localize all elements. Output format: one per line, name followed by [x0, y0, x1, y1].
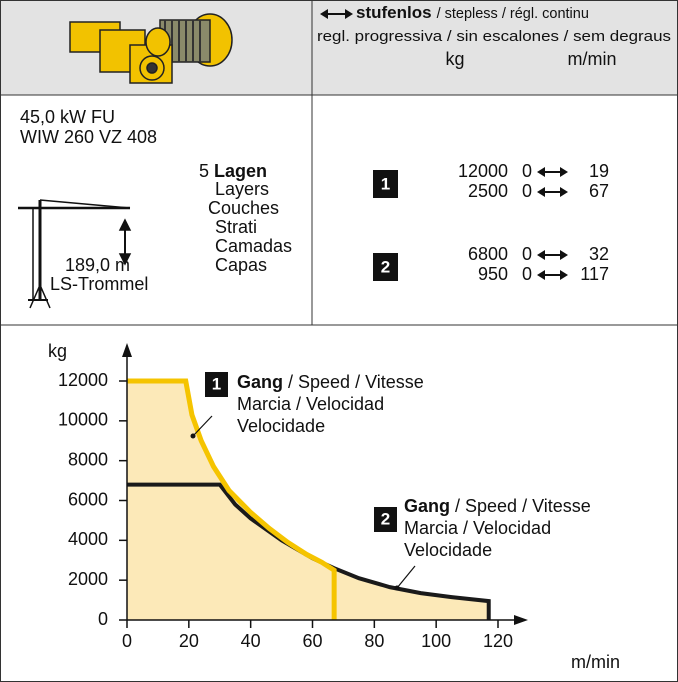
stepless-label: stufenlos: [356, 3, 432, 22]
model: WIW 260 VZ 408: [20, 127, 157, 147]
layer-translation: Camadas: [215, 236, 292, 256]
arrow-head: [560, 187, 568, 197]
layer-translation: Couches: [208, 198, 279, 218]
x-tick-label: 100: [421, 631, 451, 651]
y-axis-label: kg: [48, 341, 67, 361]
series-name: 1: [212, 374, 221, 393]
power: 45,0 kW FU: [20, 107, 115, 127]
header-line: regl. progressiva / sin escalones / sem …: [317, 29, 671, 45]
annotation-line: Velocidade: [237, 416, 325, 436]
load-kg: 6800: [468, 244, 508, 264]
load-kg: 12000: [458, 161, 508, 181]
annotation-text: Marcia / Velocidad: [237, 394, 384, 414]
annotation-text: Velocidade: [404, 540, 492, 560]
speed-to: 32: [589, 244, 609, 264]
y-tick-label: 12000: [58, 370, 108, 390]
x-tick-label: 0: [122, 631, 132, 651]
page: {"header": {"stepless_label": "stufenlos…: [0, 0, 678, 682]
y-tick-label: 8000: [68, 449, 108, 469]
annotation-line: Marcia / Velocidad: [404, 518, 551, 538]
datasheet: stufenlos / stepless / régl. continu regl…: [0, 0, 678, 682]
arrow-head: [537, 167, 545, 177]
header-title: stufenlos / stepless / régl. continu: [356, 3, 589, 22]
y-tick-label: 0: [98, 609, 108, 629]
double-arrow: [537, 270, 568, 280]
speed-to: 117: [580, 264, 609, 284]
speed-from: 0: [522, 181, 532, 201]
double-arrow: [537, 250, 568, 260]
y-tick-label: 4000: [68, 529, 108, 549]
stepless-translations: / stepless / régl. continu: [437, 6, 589, 22]
layers-count: 5: [199, 161, 209, 181]
y-axis-arrow: [122, 343, 132, 357]
layer-translation: Strati: [215, 217, 257, 237]
arrow-head: [560, 250, 568, 260]
x-tick-label: 60: [302, 631, 322, 651]
double-arrow: [537, 167, 568, 177]
arrow-head: [560, 270, 568, 280]
speed-from: 0: [522, 264, 532, 284]
load-kg: 2500: [468, 181, 508, 201]
x-axis-arrow: [514, 615, 528, 625]
layers-label: Lagen: [214, 161, 267, 181]
annotation-text: / Speed / Vitesse: [455, 496, 591, 516]
speed-from: 0: [522, 161, 532, 181]
x-tick-label: 80: [364, 631, 384, 651]
x-axis-label: m/min: [571, 652, 620, 672]
series-name: 2: [381, 509, 390, 528]
y-tick-label: 10000: [58, 410, 108, 430]
layer-translation: Capas: [215, 255, 267, 275]
y-tick-label: 2000: [68, 569, 108, 589]
annotation-line: Gang/ Speed / Vitesse: [237, 372, 424, 392]
arrow-head: [537, 250, 545, 260]
arrow-head: [537, 187, 545, 197]
drum: LS-Trommel: [50, 274, 148, 294]
leader-dot: [191, 434, 196, 439]
annotation-gear-label: Gang: [237, 372, 283, 392]
annotation-gear-label: Gang: [404, 496, 450, 516]
double-arrow: [537, 187, 568, 197]
speed-to: 67: [589, 181, 609, 201]
annotation-text: Marcia / Velocidad: [404, 518, 551, 538]
x-tick-label: 20: [179, 631, 199, 651]
gear-number: 2: [381, 257, 390, 276]
annotation-line: Gang/ Speed / Vitesse: [404, 496, 591, 516]
annotation-line: Marcia / Velocidad: [237, 394, 384, 414]
arrow-head: [537, 270, 545, 280]
leader-dot: [395, 586, 400, 591]
annotation-line: Velocidade: [404, 540, 492, 560]
column-header: m/min: [568, 49, 617, 69]
speed-from: 0: [522, 244, 532, 264]
leader-line: [397, 566, 415, 588]
load-kg: 950: [478, 264, 508, 284]
rope-length: 189,0 m: [65, 255, 130, 275]
speed-to: 19: [589, 161, 609, 181]
annotation-text: / Speed / Vitesse: [288, 372, 424, 392]
x-tick-label: 40: [241, 631, 261, 651]
gear-number: 1: [381, 174, 390, 193]
column-header: kg: [445, 49, 464, 69]
x-tick-label: 120: [483, 631, 513, 651]
annotation-text: Velocidade: [237, 416, 325, 436]
arrow-head: [560, 167, 568, 177]
layer-translation: Layers: [215, 179, 269, 199]
y-tick-label: 6000: [68, 489, 108, 509]
